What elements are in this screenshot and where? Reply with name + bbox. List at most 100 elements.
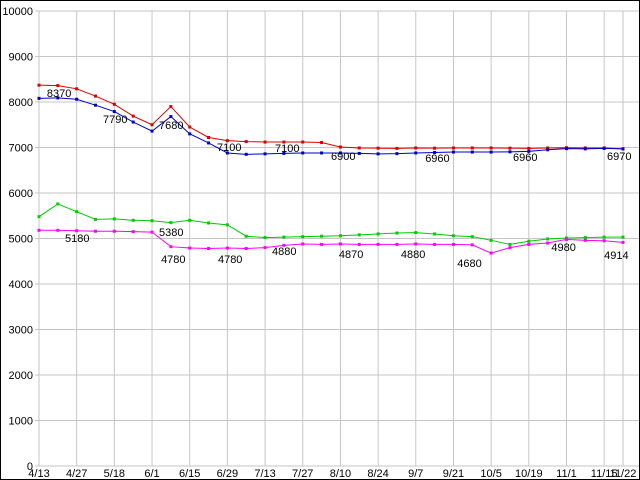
data-point-red — [75, 87, 79, 91]
data-point-blue — [207, 141, 211, 145]
data-point-green — [583, 236, 587, 240]
data-point-red — [451, 146, 455, 150]
x-axis-tick-label: 11/22 — [610, 468, 637, 480]
value-label: 4870 — [339, 249, 363, 261]
data-point-red — [169, 105, 173, 109]
data-point-green — [320, 234, 324, 238]
x-axis-tick-label: 6/15 — [179, 468, 200, 480]
data-point-magenta — [225, 246, 229, 250]
data-point-green — [150, 219, 154, 223]
data-point-magenta — [621, 240, 625, 244]
data-point-red — [470, 146, 474, 150]
series-line-magenta — [39, 229, 624, 254]
x-axis-tick-label: 8/10 — [330, 468, 351, 480]
value-label: 5380 — [159, 227, 183, 239]
data-point-red — [546, 146, 550, 150]
data-point-magenta — [112, 229, 116, 233]
x-axis-tick-label: 9/21 — [443, 468, 464, 480]
x-axis-tick-label: 10/19 — [515, 468, 543, 480]
data-point-red — [489, 146, 493, 150]
data-point-green — [263, 236, 267, 240]
data-point-blue — [244, 152, 248, 156]
data-point-green — [527, 239, 531, 243]
data-point-magenta — [564, 237, 568, 241]
data-point-blue — [56, 96, 60, 100]
x-axis-tick-label: 6/1 — [144, 468, 159, 480]
data-point-green — [188, 218, 192, 222]
data-point-blue — [301, 151, 305, 155]
data-point-blue — [621, 147, 625, 151]
value-label: 4780 — [161, 254, 185, 266]
data-point-red — [263, 140, 267, 144]
value-label: 6960 — [425, 153, 449, 165]
data-point-magenta — [320, 242, 324, 246]
data-point-green — [112, 217, 116, 221]
data-point-blue — [131, 120, 135, 124]
data-point-magenta — [338, 242, 342, 246]
data-point-green — [376, 232, 380, 236]
data-point-green — [621, 235, 625, 239]
y-axis-tick-label: 10000 — [2, 6, 33, 18]
series-line-blue — [38, 97, 624, 155]
y-axis-tick-label: 6000 — [9, 188, 33, 200]
data-point-green — [301, 235, 305, 239]
value-label: 7680 — [159, 120, 183, 132]
y-axis-tick-label: 1000 — [9, 416, 33, 428]
data-point-green — [94, 217, 98, 221]
data-point-magenta — [602, 239, 606, 243]
x-axis-tick-label: 6/29 — [217, 468, 238, 480]
value-label: 7100 — [217, 142, 241, 154]
data-point-green — [508, 242, 512, 246]
data-point-blue — [37, 96, 41, 100]
data-point-red — [376, 146, 380, 150]
data-point-magenta — [37, 228, 41, 232]
data-point-green — [169, 221, 173, 225]
y-axis-tick-label: 3000 — [9, 325, 33, 337]
data-point-red — [527, 146, 531, 150]
data-point-green — [282, 235, 286, 239]
value-label: 6960 — [513, 152, 537, 164]
data-point-magenta — [207, 247, 211, 251]
data-point-blue — [75, 97, 79, 101]
value-label: 7100 — [275, 143, 299, 155]
data-point-blue — [583, 147, 587, 151]
data-point-blue — [546, 148, 550, 152]
data-point-blue — [433, 151, 437, 155]
x-axis-tick-label: 7/27 — [292, 468, 313, 480]
data-point-green — [395, 231, 399, 235]
data-point-magenta — [188, 246, 192, 250]
data-point-blue — [112, 110, 116, 114]
x-axis-tick-label: 5/18 — [104, 468, 125, 480]
data-point-magenta — [508, 246, 512, 250]
data-point-magenta — [357, 242, 361, 246]
x-axis-tick-label: 4/27 — [66, 468, 87, 480]
data-point-red — [56, 84, 60, 88]
data-point-blue — [395, 152, 399, 156]
data-point-red — [207, 135, 211, 139]
data-point-magenta — [244, 247, 248, 251]
data-point-magenta — [131, 230, 135, 234]
data-point-green — [131, 218, 135, 222]
data-point-blue — [470, 150, 474, 154]
data-point-blue — [320, 151, 324, 155]
data-point-magenta — [470, 243, 474, 247]
series-line-green — [38, 203, 623, 245]
y-axis-tick-label: 7000 — [9, 143, 33, 155]
x-axis-tick-label: 7/13 — [254, 468, 275, 480]
data-point-blue — [188, 132, 192, 136]
y-axis-tick-label: 4000 — [9, 279, 33, 291]
data-point-magenta — [301, 242, 305, 246]
series-line-red — [38, 84, 624, 150]
data-point-blue — [169, 115, 173, 119]
data-point-magenta — [451, 242, 455, 246]
data-point-green — [338, 234, 342, 238]
data-point-green — [244, 234, 248, 238]
data-point-green — [470, 235, 474, 239]
x-axis-tick-label: 10/5 — [480, 468, 501, 480]
data-point-blue — [357, 151, 361, 155]
data-point-green — [489, 238, 493, 242]
data-point-green — [414, 231, 418, 235]
value-label: 5180 — [65, 233, 89, 245]
